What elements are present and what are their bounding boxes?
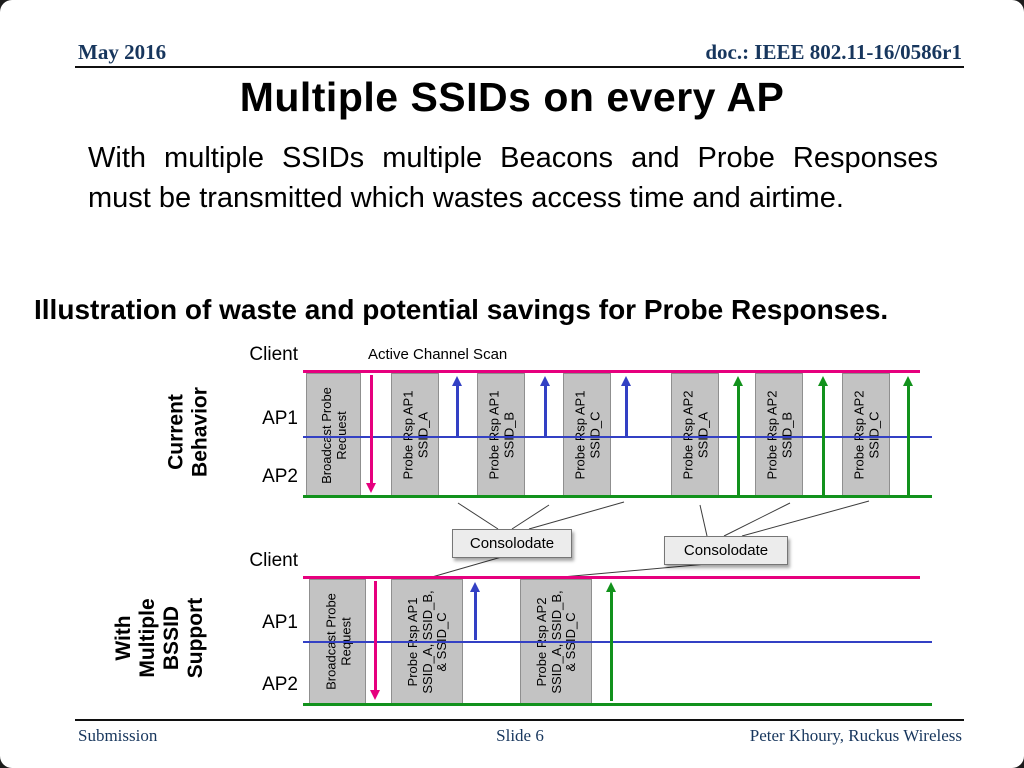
event-box-broadcast-probe-request: Broadcast Probe Request [306,373,361,496]
section-label-multi-bssid: With Multiple BSSID Support [111,597,208,679]
header-date: May 2016 [78,40,167,64]
row-label-client-bssid: Client [249,550,298,571]
event-box-probe-rsp-ap1-ssid-b: Probe Rsp AP1 SSID_B [477,373,525,496]
footer-submission: Submission [78,726,158,745]
consolidate-callout-ap2: Consolodate [664,536,788,565]
event-box-label: Probe Rsp AP1 SSID_B [486,390,517,480]
up-arrow-icon [733,376,744,495]
up-arrow-icon [606,582,617,701]
event-box-label: Probe Rsp AP2 SSID_B [764,390,795,480]
row-label-ap2-bssid: AP2 [262,674,298,695]
row-label-client-current: Client [249,344,298,365]
event-box-probe-rsp-ap1-ssid-c: Probe Rsp AP1 SSID_C [563,373,611,496]
row-label-ap1-current: AP1 [262,408,298,429]
slide-footer: Submission Slide 6 Peter Khoury, Ruckus … [78,726,962,746]
slide-header: May 2016 doc.: IEEE 802.11-16/0586r1 [78,40,962,65]
client-timeline-current [303,370,920,373]
row-label-ap1-bssid: AP1 [262,612,298,633]
slide-title: Multiple SSIDs on every AP [239,74,785,120]
header-doc-id: doc.: IEEE 802.11-16/0586r1 [705,40,962,64]
active-channel-scan-label: Active Channel Scan [368,346,508,363]
event-box-label: Probe Rsp AP2 SSID_C [851,390,882,480]
up-arrow-icon [621,376,632,436]
header-rule [75,66,964,68]
ap1-timeline-bssid [303,641,932,643]
event-box-probe-rsp-ap2-ssid-b: Probe Rsp AP2 SSID_B [755,373,803,496]
up-arrow-icon [470,582,481,640]
event-box-label: Probe Rsp AP1 SSID_A [400,390,431,480]
ap2-timeline-current [303,495,932,498]
up-arrow-icon [540,376,551,436]
section-label-current-behavior: Current Behavior [164,387,212,477]
event-box-probe-rsp-ap1-ssid-a: Probe Rsp AP1 SSID_A [391,373,439,496]
event-box-label: Probe Rsp AP1 SSID_C [572,390,603,480]
down-arrow-icon [366,375,377,493]
up-arrow-icon [452,376,463,436]
row-label-ap2-current: AP2 [262,466,298,487]
client-timeline-bssid [303,576,920,579]
event-box-label: Probe Rsp AP2 SSID_A [680,390,711,480]
body-paragraph: With multiple SSIDs multiple Beacons and… [88,142,938,215]
consolidate-callout-ap1: Consolodate [452,529,572,558]
ap1-timeline-current [303,436,932,438]
footer-slide-number: Slide 6 [496,726,544,745]
footer-author: Peter Khoury, Ruckus Wireless [749,726,963,745]
illustration-heading: Illustration of waste and potential savi… [34,294,889,325]
event-box-probe-rsp-ap2-ssid-a: Probe Rsp AP2 SSID_A [671,373,719,496]
down-arrow-icon [370,581,381,700]
ap2-timeline-bssid [303,703,932,706]
up-arrow-icon [818,376,829,495]
footer-rule [75,719,964,721]
up-arrow-icon [903,376,914,495]
event-box-probe-rsp-ap2-ssid-c: Probe Rsp AP2 SSID_C [842,373,890,496]
